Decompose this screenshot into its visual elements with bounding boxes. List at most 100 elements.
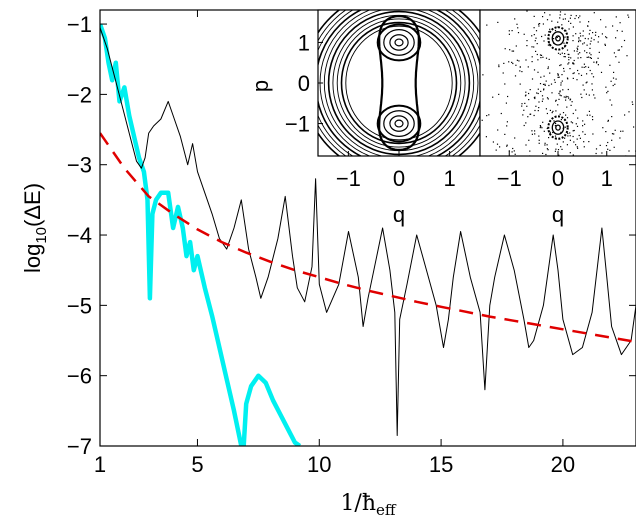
chaotic-point [557,73,559,75]
chaotic-point [609,99,611,101]
chaotic-point [585,93,587,95]
chaotic-point [547,67,549,70]
chaotic-point [559,53,561,55]
chaotic-point [512,62,514,65]
chaotic-point [564,13,566,15]
chaotic-point [542,83,545,85]
chaotic-point [562,89,564,91]
chaotic-point [528,92,530,95]
chaotic-point [511,30,513,32]
chaotic-point [511,50,513,52]
chaotic-point [552,131,554,134]
chaotic-point [578,39,580,41]
y-axis-title-main: log [20,244,45,273]
chaotic-point [592,32,594,34]
chaotic-point [586,114,588,116]
chaotic-point [521,105,523,107]
chaotic-point [511,61,513,63]
chaotic-point [551,92,553,94]
chaotic-point [549,131,551,133]
chaotic-point [558,98,560,100]
y-tick-label-0: −7 [67,434,92,459]
chaotic-point [557,104,559,106]
chaotic-point [565,114,567,116]
chaotic-point [548,137,550,139]
chaotic-point [531,78,534,80]
chaotic-point [632,103,634,105]
chaotic-point [613,146,615,148]
chaotic-point [595,148,598,150]
chaotic-point [516,23,518,25]
chaotic-point [556,143,558,145]
chaotic-point [508,61,510,63]
chaotic-point [567,96,569,98]
chaotic-point [572,77,574,79]
chaotic-point [577,45,579,47]
chaotic-point [567,53,569,55]
chaotic-point [568,62,570,64]
chaotic-point [546,19,549,21]
chaotic-point [560,84,562,86]
chaotic-point [578,41,580,43]
chaotic-point [495,149,497,151]
chaotic-point [580,40,582,42]
chaotic-point [569,132,571,134]
chaotic-point [544,34,546,36]
chaotic-point [500,112,502,115]
inset-right-points [481,10,636,156]
chaotic-point [545,57,548,59]
chaotic-point [563,67,565,70]
inset-x-tick-label: 0 [393,166,405,191]
chaotic-point [519,70,521,72]
chaotic-point [588,94,590,96]
chaotic-point [606,92,608,94]
inset-x-tick-label: 1 [444,166,456,191]
chaotic-point [526,45,528,47]
chaotic-point [577,48,579,50]
chaotic-point [592,119,594,121]
chaotic-point [612,25,614,27]
chaotic-point [585,82,587,84]
chaotic-point [527,66,529,68]
chaotic-point [492,96,494,98]
chaotic-point [570,57,572,59]
chaotic-point [579,52,581,54]
chaotic-point [633,126,635,128]
chaotic-point [573,50,575,52]
chaotic-point [598,36,600,38]
chaotic-point [593,12,595,14]
chaotic-point [577,53,579,55]
chaotic-point [613,71,615,73]
chaotic-point [539,127,541,129]
chaotic-point [588,21,590,23]
chaotic-point [538,135,540,137]
chaotic-point [597,41,599,43]
chaotic-point [543,40,545,42]
chaotic-point [564,56,566,58]
chaotic-point [504,83,506,85]
chaotic-point [588,56,590,58]
chaotic-point [591,116,594,118]
chaotic-point [575,123,577,125]
chaotic-point [511,151,513,153]
chaotic-point [575,33,577,35]
chaotic-point [578,73,580,75]
chaotic-point [582,120,584,122]
x-axis-title-main: 1/ħ [340,491,376,516]
chaotic-point [623,39,626,42]
chaotic-point [588,110,590,112]
chaotic-point [586,56,588,58]
chaotic-point [506,145,508,147]
chaotic-point [547,44,549,46]
chaotic-point [596,61,598,63]
chaotic-point [535,37,537,39]
chaotic-point [546,112,548,115]
chaotic-point [551,112,553,114]
chaotic-point [506,144,508,146]
chaotic-point [580,35,582,37]
chaotic-point [576,138,578,140]
y-tick-label-5: −2 [67,82,92,107]
chaotic-point [594,97,596,99]
chaotic-point [558,76,560,78]
chaotic-point [563,42,565,44]
